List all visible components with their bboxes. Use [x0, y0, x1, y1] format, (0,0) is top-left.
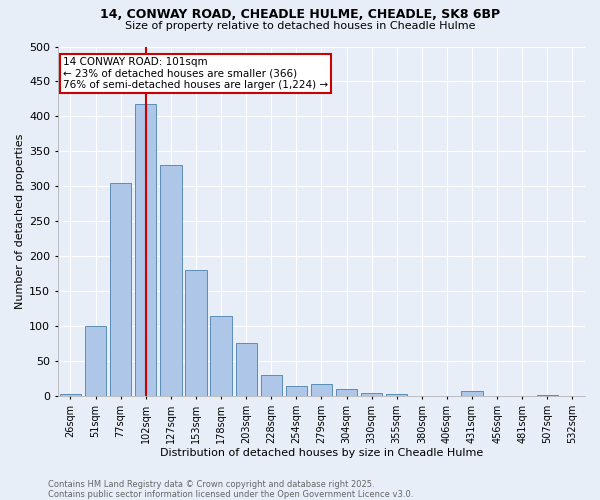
Bar: [260, 376, 282, 396]
Bar: [336, 388, 357, 396]
Bar: [461, 392, 483, 396]
Bar: [185, 270, 206, 396]
Y-axis label: Number of detached properties: Number of detached properties: [15, 134, 25, 309]
Text: Size of property relative to detached houses in Cheadle Hulme: Size of property relative to detached ho…: [125, 21, 475, 31]
Bar: [286, 386, 307, 396]
Text: 14 CONWAY ROAD: 101sqm
← 23% of detached houses are smaller (366)
76% of semi-de: 14 CONWAY ROAD: 101sqm ← 23% of detached…: [63, 57, 328, 90]
Bar: [386, 394, 407, 396]
Text: Contains HM Land Registry data © Crown copyright and database right 2025.
Contai: Contains HM Land Registry data © Crown c…: [48, 480, 413, 499]
Text: 14, CONWAY ROAD, CHEADLE HULME, CHEADLE, SK8 6BP: 14, CONWAY ROAD, CHEADLE HULME, CHEADLE,…: [100, 8, 500, 20]
Bar: [536, 395, 558, 396]
Bar: [160, 166, 182, 396]
Bar: [110, 183, 131, 396]
Bar: [60, 394, 81, 396]
X-axis label: Distribution of detached houses by size in Cheadle Hulme: Distribution of detached houses by size …: [160, 448, 483, 458]
Bar: [211, 316, 232, 396]
Bar: [361, 393, 382, 396]
Bar: [311, 384, 332, 396]
Bar: [236, 343, 257, 396]
Bar: [85, 326, 106, 396]
Bar: [135, 104, 157, 397]
